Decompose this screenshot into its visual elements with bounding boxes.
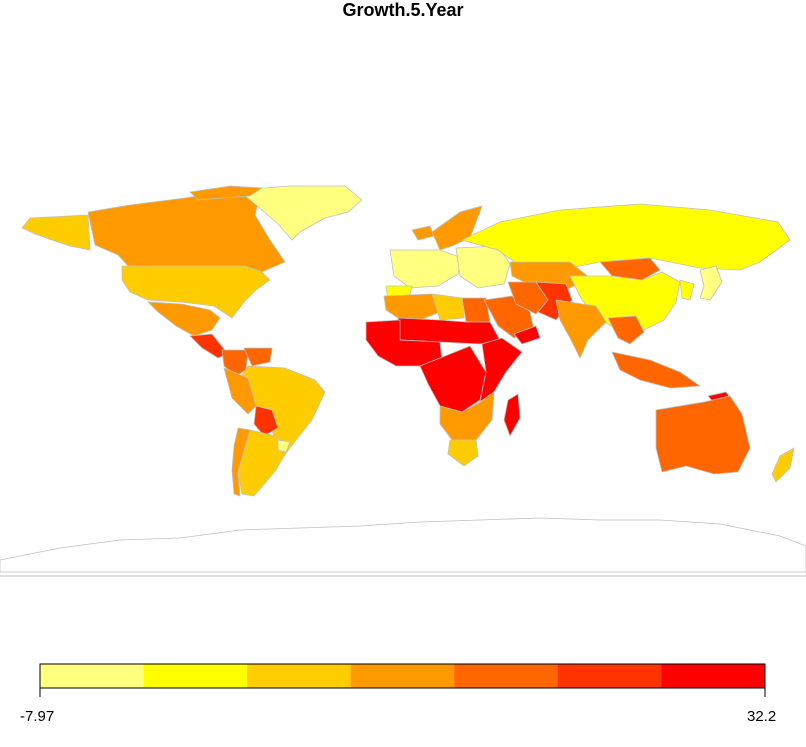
region-central-africa (419, 345, 487, 413)
legend-swatch-3 (247, 664, 352, 688)
legend-swatch-7 (661, 664, 766, 688)
legend-swatch-5 (454, 664, 559, 688)
region-korea (679, 279, 695, 301)
region-yemen (513, 325, 541, 345)
legend-frame (39, 663, 766, 689)
region-japan (699, 265, 723, 301)
legend-swatch-4 (350, 664, 455, 688)
region-western-europe (389, 249, 463, 289)
region-united-states (121, 265, 271, 319)
region-east-africa (479, 337, 523, 403)
legend-swatch-6 (557, 664, 662, 688)
region-greenland (236, 185, 363, 241)
region-australia (655, 395, 751, 475)
region-indonesia (611, 351, 702, 389)
region-madagascar (503, 393, 521, 437)
region-venezuela (243, 347, 273, 367)
region-uruguay (277, 439, 291, 453)
legend-swatch-2 (143, 664, 248, 688)
region-chile (231, 427, 251, 497)
region-antarctica (0, 517, 806, 573)
region-mongolia (599, 257, 661, 281)
region-peru (223, 367, 257, 415)
map-regions (0, 185, 806, 573)
region-south-africa (447, 439, 479, 467)
region-southern-africa (439, 391, 495, 441)
legend-min-label: -7.97 (20, 708, 55, 725)
region-southeast-asia (607, 315, 645, 345)
region-mexico (146, 301, 221, 337)
legend-swatches (40, 664, 766, 688)
region-arctic-islands (189, 185, 264, 201)
map-title: Growth.5.Year (342, 0, 464, 20)
world-choropleth-map (0, 185, 806, 577)
legend-max-label: 32.2 (747, 708, 777, 725)
legend-swatch-1 (40, 664, 145, 688)
region-india (555, 299, 607, 359)
region-libya (431, 293, 465, 321)
region-new-zealand (771, 447, 795, 483)
region-alaska (21, 214, 91, 251)
region-bolivia (253, 405, 279, 437)
